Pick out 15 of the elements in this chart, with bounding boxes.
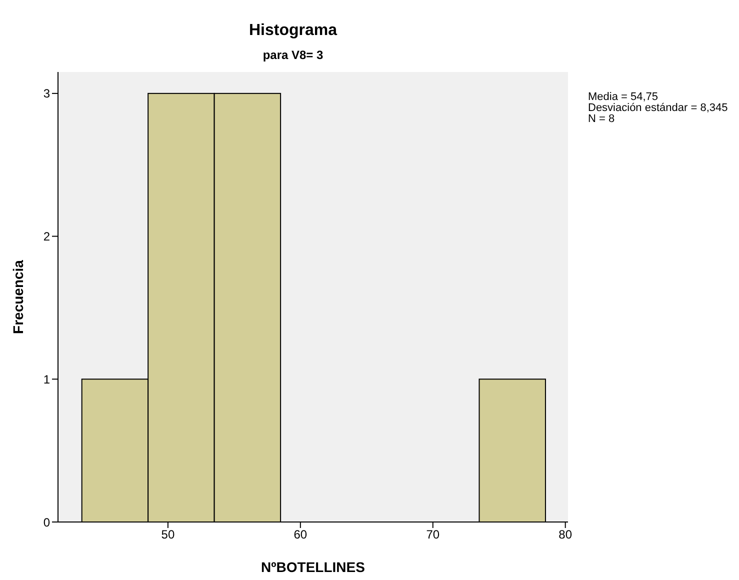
text: Desviación estándar = 8,345: [588, 102, 728, 114]
y-tick-label: 0: [43, 515, 50, 530]
x-tick-label: 80: [558, 528, 572, 542]
y-tick-label: 3: [43, 86, 50, 101]
y-tick-label: 2: [43, 230, 50, 244]
chart-subtitle: para V8= 3: [262, 48, 324, 62]
x-tick-label: 50: [161, 528, 175, 542]
x-tick-label: 60: [294, 528, 308, 542]
y-tick-label: 1: [43, 372, 50, 386]
chart-title: Histograma: [248, 22, 338, 40]
text: N = 8: [588, 113, 616, 125]
x-tick-label: 70: [426, 528, 440, 542]
text: Media = 54,75: [588, 91, 658, 103]
y-axis-title: Frecuencia: [10, 260, 26, 334]
x-axis-title: NºBOTELLINES: [261, 559, 365, 575]
